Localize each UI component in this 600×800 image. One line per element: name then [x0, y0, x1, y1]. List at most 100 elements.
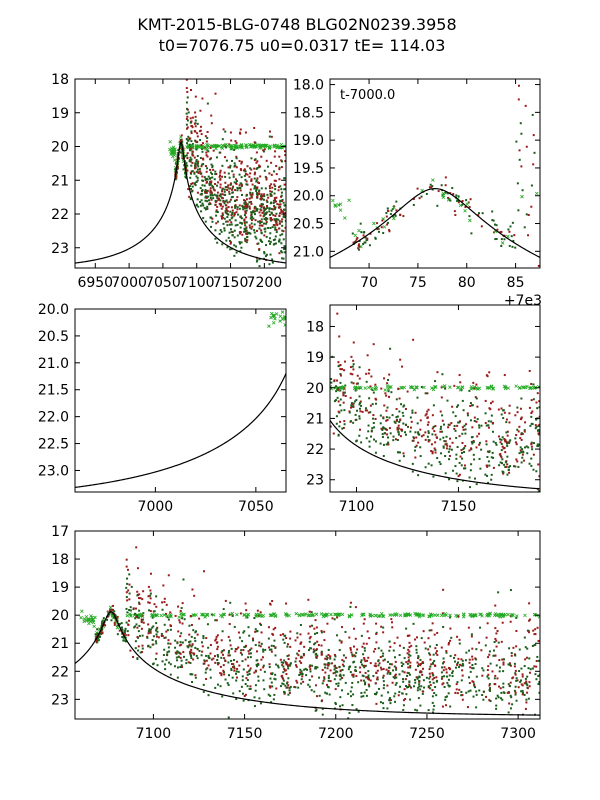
- data-point: [220, 651, 223, 654]
- data-point: [440, 646, 443, 649]
- data-point: [500, 407, 503, 410]
- data-point: [200, 145, 204, 150]
- data-point: [354, 400, 357, 403]
- data-point: [166, 651, 169, 654]
- data-point: [214, 661, 217, 664]
- data-point: [474, 686, 477, 689]
- data-point: [288, 686, 291, 689]
- data-point: [278, 166, 281, 169]
- data-point: [374, 451, 377, 454]
- data-point: [294, 611, 299, 616]
- data-point: [327, 664, 330, 667]
- data-point: [314, 684, 317, 687]
- data-point: [445, 671, 448, 674]
- y-tick-label: 21.0: [293, 244, 324, 260]
- data-point: [174, 162, 177, 165]
- data-point: [500, 442, 503, 445]
- data-point: [460, 389, 463, 392]
- data-point: [455, 453, 458, 456]
- data-point: [431, 185, 434, 188]
- data-point: [515, 677, 518, 680]
- data-point: [521, 673, 524, 676]
- data-point: [281, 200, 284, 203]
- data-point: [433, 430, 436, 433]
- data-point: [349, 601, 352, 604]
- data-point: [215, 635, 218, 638]
- data-point: [238, 207, 241, 210]
- data-point: [219, 183, 222, 186]
- data-point: [395, 209, 398, 212]
- data-point: [254, 235, 257, 238]
- data-point: [194, 140, 197, 143]
- data-point: [229, 210, 232, 213]
- data-point: [163, 601, 166, 604]
- data-point: [240, 222, 243, 225]
- data-point: [390, 618, 393, 621]
- data-point: [434, 425, 437, 428]
- data-point: [266, 206, 269, 209]
- data-point: [174, 646, 177, 649]
- data-point: [388, 613, 392, 617]
- data-point: [340, 640, 343, 643]
- data-point: [229, 187, 232, 190]
- data-point: [461, 432, 464, 435]
- data-point: [228, 623, 231, 626]
- data-point: [406, 671, 409, 674]
- data-point: [186, 96, 189, 99]
- data-point: [100, 622, 103, 625]
- data-point: [101, 631, 104, 634]
- data-point: [259, 611, 262, 614]
- y-tick-label: 20: [51, 608, 69, 624]
- data-point: [196, 163, 199, 166]
- y-tick-label: 21.0: [38, 356, 69, 372]
- data-point: [96, 632, 99, 635]
- data-point: [274, 646, 277, 649]
- data-point: [351, 655, 354, 658]
- data-point: [382, 687, 385, 690]
- data-point: [510, 235, 513, 238]
- data-point: [430, 663, 433, 666]
- data-point: [179, 666, 182, 669]
- y-tick-label: 22.0: [38, 410, 69, 426]
- data-point: [214, 182, 217, 185]
- data-point: [390, 209, 393, 212]
- data-points-p3: [267, 310, 286, 328]
- data-point: [415, 648, 418, 651]
- data-point: [488, 451, 491, 454]
- data-point: [439, 463, 442, 466]
- data-point: [313, 690, 316, 693]
- data-point: [316, 654, 319, 657]
- data-point: [122, 636, 125, 639]
- data-point: [498, 659, 501, 662]
- data-point: [418, 676, 421, 679]
- data-point: [237, 646, 240, 649]
- data-point: [249, 172, 252, 175]
- data-point: [241, 660, 244, 663]
- data-point: [284, 188, 286, 191]
- data-point: [334, 666, 337, 669]
- data-point: [488, 371, 491, 374]
- data-point: [272, 224, 275, 227]
- data-point: [518, 149, 521, 152]
- data-point: [430, 186, 433, 189]
- data-point: [324, 666, 327, 669]
- data-point: [339, 675, 342, 678]
- data-point: [314, 666, 317, 669]
- data-point: [285, 686, 288, 689]
- data-point: [191, 681, 194, 684]
- data-point: [194, 166, 197, 169]
- data-point: [507, 711, 510, 714]
- data-point: [523, 665, 526, 668]
- data-point: [352, 405, 355, 408]
- data-point: [500, 230, 503, 233]
- data-point: [464, 444, 467, 447]
- data-point: [203, 176, 206, 179]
- data-point: [311, 675, 314, 678]
- data-point: [224, 156, 227, 159]
- data-point: [179, 652, 182, 655]
- data-point: [407, 659, 410, 662]
- data-point: [442, 669, 445, 672]
- data-point: [147, 644, 150, 647]
